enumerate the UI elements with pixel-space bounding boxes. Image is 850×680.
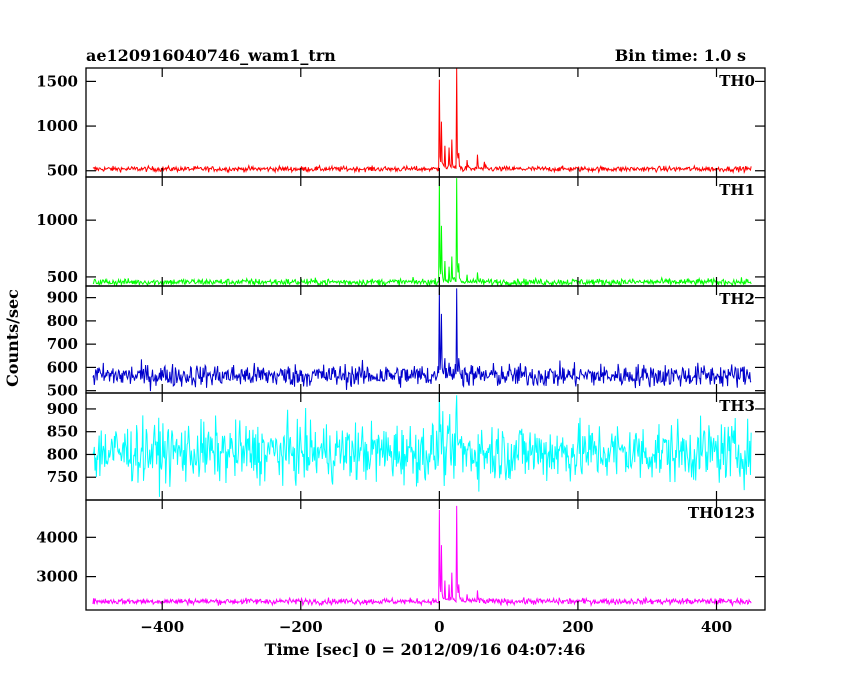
x-tick-label: 0 xyxy=(434,618,444,636)
y-tick-label: 900 xyxy=(47,289,78,307)
panel-th2: 500 600 700 800 900 TH2 xyxy=(47,285,766,400)
series-line-th0123 xyxy=(92,505,752,608)
y-tick-label: 500 xyxy=(47,162,78,180)
y-tick-label: 800 xyxy=(47,445,78,463)
series-line-th0 xyxy=(92,68,752,175)
x-axis-title: Time [sec] 0 = 2012/09/16 04:07:46 xyxy=(265,640,586,659)
series-line-th2 xyxy=(92,288,752,392)
y-tick-label: 500 xyxy=(47,268,78,286)
y-tick-label: 700 xyxy=(47,335,78,353)
panel-th3: 750 800 850 900 TH3 xyxy=(47,392,766,501)
y-tick-label: 850 xyxy=(47,423,78,441)
x-axis: −400 −200 0 200 400 xyxy=(140,618,732,636)
series-line-th1 xyxy=(92,178,752,286)
y-tick-label: 900 xyxy=(47,400,78,418)
y-tick-label: 800 xyxy=(47,312,78,330)
series-label: TH1 xyxy=(719,181,755,199)
y-tick-label: 500 xyxy=(47,382,78,400)
x-tick-label: 400 xyxy=(701,618,732,636)
series-label: TH2 xyxy=(719,290,755,308)
series-line-th3 xyxy=(92,393,752,497)
y-tick-label: 1000 xyxy=(36,117,78,135)
y-tick-label: 1000 xyxy=(36,211,78,229)
y-tick-label: 600 xyxy=(47,358,78,376)
series-label: TH0 xyxy=(719,72,755,90)
panel-th0: 500 1000 1500 TH0 xyxy=(36,67,766,180)
y-tick-label: 4000 xyxy=(36,528,78,546)
panel-frame xyxy=(85,67,766,178)
title-left: ae120916040746_wam1_trn xyxy=(86,46,336,65)
series-label: TH0123 xyxy=(688,504,755,522)
y-tick-label: 3000 xyxy=(36,568,78,586)
x-tick-label: −400 xyxy=(140,618,184,636)
panel-th1: 500 1000 TH1 xyxy=(36,176,766,287)
panel-frame xyxy=(85,176,766,287)
y-tick-label: 750 xyxy=(47,468,78,486)
title-right: Bin time: 1.0 s xyxy=(615,46,746,65)
x-tick-label: 200 xyxy=(562,618,593,636)
series-label: TH3 xyxy=(719,397,755,415)
panels: 500 1000 1500 TH0 500 1000 TH1 500 600 700 800 900 T… xyxy=(36,67,766,611)
x-tick-label: −200 xyxy=(279,618,323,636)
panel-th0123: 3000 4000 TH0123 xyxy=(36,499,766,611)
y-tick-label: 1500 xyxy=(36,72,78,90)
y-axis-title: Counts/sec xyxy=(3,289,22,387)
panel-frame xyxy=(85,499,766,611)
